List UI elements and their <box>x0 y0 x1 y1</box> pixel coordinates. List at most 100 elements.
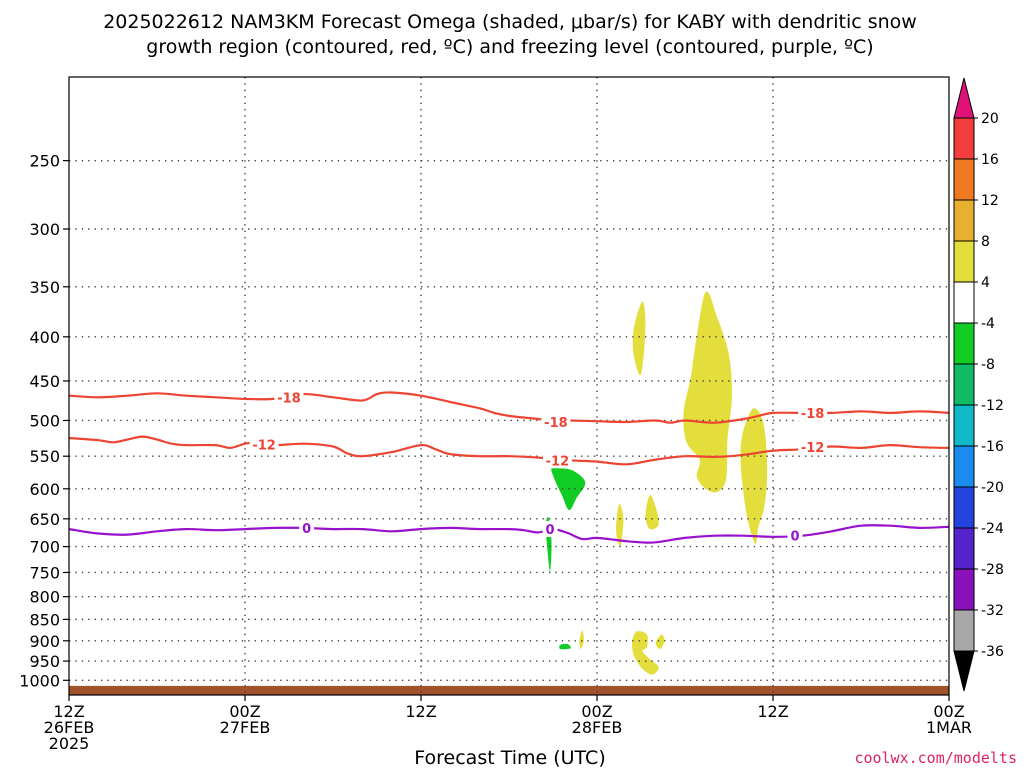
colorbar-legend: 20 16 12 8 4 -4 -8 -12 -16 -20 -24 -28 -32 -36 <box>953 77 1004 692</box>
x-tick-label-12-0: 00Z <box>229 702 260 721</box>
colorbar-label--8: -8 <box>981 357 995 373</box>
contour-line-minus12 <box>68 435 950 466</box>
contour-label-minus12: -12 <box>252 438 276 453</box>
omega-region-5 <box>616 503 624 547</box>
colorbar-swatch-6 <box>953 322 975 365</box>
colorbar-swatch-8 <box>953 404 975 447</box>
y-tick-label-1000: 1000 <box>19 671 60 690</box>
omega-region-8 <box>655 634 665 650</box>
colorbar-bottom-arrow <box>953 650 975 692</box>
temperature-contours: -18 -18 -18 -12 -12 -12 0 0 0 <box>68 389 950 545</box>
contour-label-minus18: -18 <box>544 416 568 431</box>
plot-frame <box>68 76 950 696</box>
y-tick-label-700: 700 <box>29 538 60 557</box>
x-tick-label-36-1: 28FEB <box>572 718 623 737</box>
x-tick-label-60-1: 1MAR <box>926 718 972 737</box>
contour-label-bg <box>798 439 828 456</box>
omega-shaded-regions <box>545 291 768 675</box>
contour-label-minus12: -12 <box>801 441 825 456</box>
x-axis-label: Forecast Time (UTC) <box>414 747 605 768</box>
omega-region-7 <box>631 631 659 675</box>
colorbar-swatch-7 <box>953 363 975 406</box>
contour-label-bg <box>787 527 803 544</box>
x-tick-label-0-1: 26FEB <box>44 718 95 737</box>
y-tick-label-650: 650 <box>29 510 60 529</box>
colorbar-label--28: -28 <box>981 562 1004 578</box>
colorbar-swatch-9 <box>953 445 975 488</box>
colorbar-swatch-2 <box>953 158 975 201</box>
credit-text[interactable]: coolwx.com/modelts <box>854 749 1017 767</box>
omega-region-2 <box>683 291 732 493</box>
omega-region-3 <box>740 408 768 544</box>
x-tick-label-48-0: 12Z <box>757 702 788 721</box>
contour-label-bg <box>542 521 558 538</box>
x-tick-label-24-0: 12Z <box>405 702 436 721</box>
omega-region-11 <box>559 643 571 650</box>
chart-title-line-1: 2025022612 NAM3KM Forecast Omega (shaded… <box>103 11 917 33</box>
omega-region-1 <box>632 301 646 376</box>
contour-label-0: 0 <box>302 522 311 537</box>
y-tick-label-750: 750 <box>29 563 60 582</box>
colorbar-label--20: -20 <box>981 480 1004 496</box>
contour-label-bg <box>299 519 315 536</box>
chart-title: 2025022612 NAM3KM Forecast Omega (shaded… <box>103 11 917 58</box>
colorbar-label--24: -24 <box>981 521 1004 537</box>
colorbar-swatch-13 <box>953 609 975 652</box>
contour-label-0: 0 <box>546 523 555 538</box>
contour-line-0 <box>68 524 950 544</box>
colorbar-swatch-12 <box>953 568 975 611</box>
y-tick-label-450: 450 <box>29 372 60 391</box>
x-tick-label-12-1: 27FEB <box>220 718 271 737</box>
omega-region-6 <box>579 630 584 649</box>
y-tick-label-950: 950 <box>29 652 60 671</box>
colorbar-swatch-3 <box>953 199 975 242</box>
x-tick-label-0-0: 12Z <box>53 702 84 721</box>
pressure-axis: 250 300 350 400 450 500 550 600 650 700 750 800 850 9… <box>19 152 69 690</box>
contour-label-bg <box>541 413 571 430</box>
contour-label-minus18: -18 <box>801 407 825 422</box>
colorbar-label--4: -4 <box>981 316 995 332</box>
contour-label-minus18: -18 <box>277 391 301 406</box>
plot-background <box>69 77 949 695</box>
colorbar-label-16: 16 <box>981 152 999 168</box>
contour-label-0: 0 <box>790 530 799 545</box>
terrain-fill <box>69 685 949 695</box>
grid-lines <box>69 77 949 695</box>
plot-border <box>68 76 950 696</box>
y-tick-label-500: 500 <box>29 411 60 430</box>
y-tick-label-400: 400 <box>29 328 60 347</box>
x-tick-label-36-0: 00Z <box>581 702 612 721</box>
colorbar-swatch-5 <box>953 281 975 324</box>
terrain-band <box>69 685 949 695</box>
y-tick-label-600: 600 <box>29 480 60 499</box>
colorbar-label--16: -16 <box>981 439 1004 455</box>
colorbar-swatch-1 <box>953 117 975 160</box>
contour-label-bg <box>542 452 572 469</box>
contour-line-minus18 <box>68 391 950 424</box>
colorbar-swatch-10 <box>953 486 975 529</box>
y-tick-label-300: 300 <box>29 220 60 239</box>
omega-region-4 <box>645 494 659 530</box>
colorbar-label-4: 4 <box>981 275 990 291</box>
colorbar-label-20: 20 <box>981 111 999 127</box>
y-tick-label-800: 800 <box>29 588 60 607</box>
contour-label-bg <box>274 389 304 406</box>
colorbar-label--36: -36 <box>981 644 1004 660</box>
y-tick-label-850: 850 <box>29 610 60 629</box>
x-tick-label-0-2: 2025 <box>49 734 90 753</box>
y-tick-label-900: 900 <box>29 632 60 651</box>
colorbar-swatch-11 <box>953 527 975 570</box>
colorbar-top-arrow <box>953 77 975 119</box>
colorbar-label-8: 8 <box>981 234 990 250</box>
chart-title-line-2: growth region (contoured, red, ºC) and f… <box>146 36 873 58</box>
y-tick-label-350: 350 <box>29 278 60 297</box>
contour-label-bg <box>798 404 828 421</box>
plot-area <box>69 77 949 695</box>
colorbar-label--12: -12 <box>981 398 1004 414</box>
colorbar-label--32: -32 <box>981 603 1004 619</box>
contour-label-minus12: -12 <box>546 454 570 469</box>
contour-label-bg <box>249 436 279 453</box>
x-tick-label-60-0: 00Z <box>933 702 964 721</box>
